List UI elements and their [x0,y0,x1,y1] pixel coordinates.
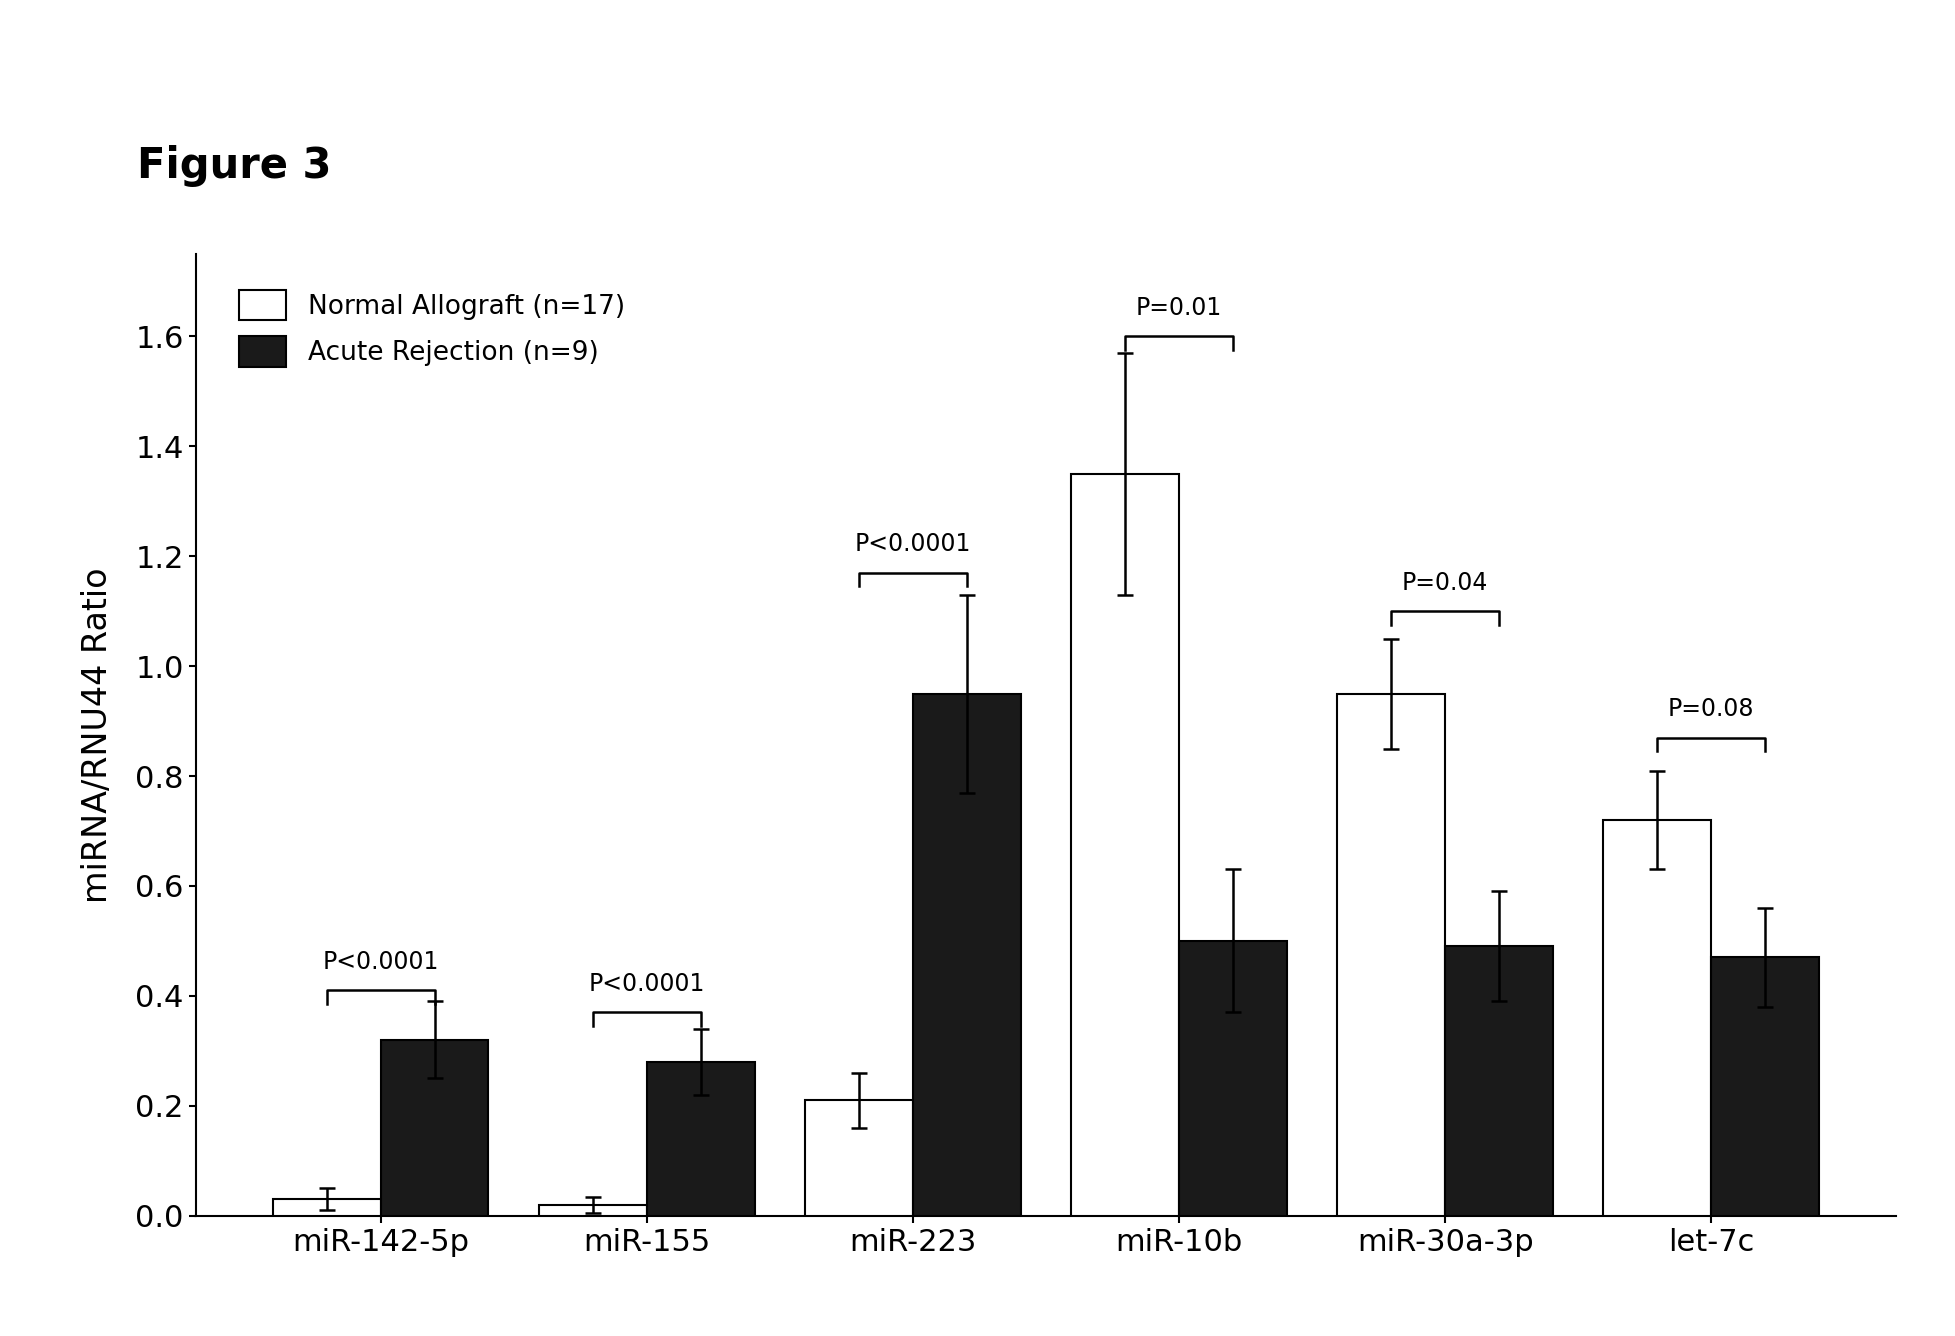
Bar [1445,946,1552,1216]
Bar [1337,693,1445,1216]
Bar [381,1039,489,1216]
Text: Figure 3: Figure 3 [137,146,330,187]
Bar [274,1200,381,1216]
Text: P<0.0001: P<0.0001 [323,950,438,974]
Text: P<0.0001: P<0.0001 [588,971,706,995]
Bar [1603,820,1711,1216]
Legend: Normal Allograft (n=17), Acute Rejection (n=9): Normal Allograft (n=17), Acute Rejection… [225,277,637,379]
Bar [805,1101,913,1216]
Bar [1071,474,1179,1216]
Text: P<0.0001: P<0.0001 [854,532,972,556]
Bar [540,1205,647,1216]
Bar [1179,941,1286,1216]
Text: P=0.08: P=0.08 [1668,697,1754,721]
Text: P=0.04: P=0.04 [1402,570,1488,595]
Y-axis label: miRNA/RNU44 Ratio: miRNA/RNU44 Ratio [82,566,113,903]
Text: P=0.01: P=0.01 [1136,295,1222,319]
Bar [1711,958,1818,1216]
Bar [913,693,1021,1216]
Bar [647,1062,755,1216]
